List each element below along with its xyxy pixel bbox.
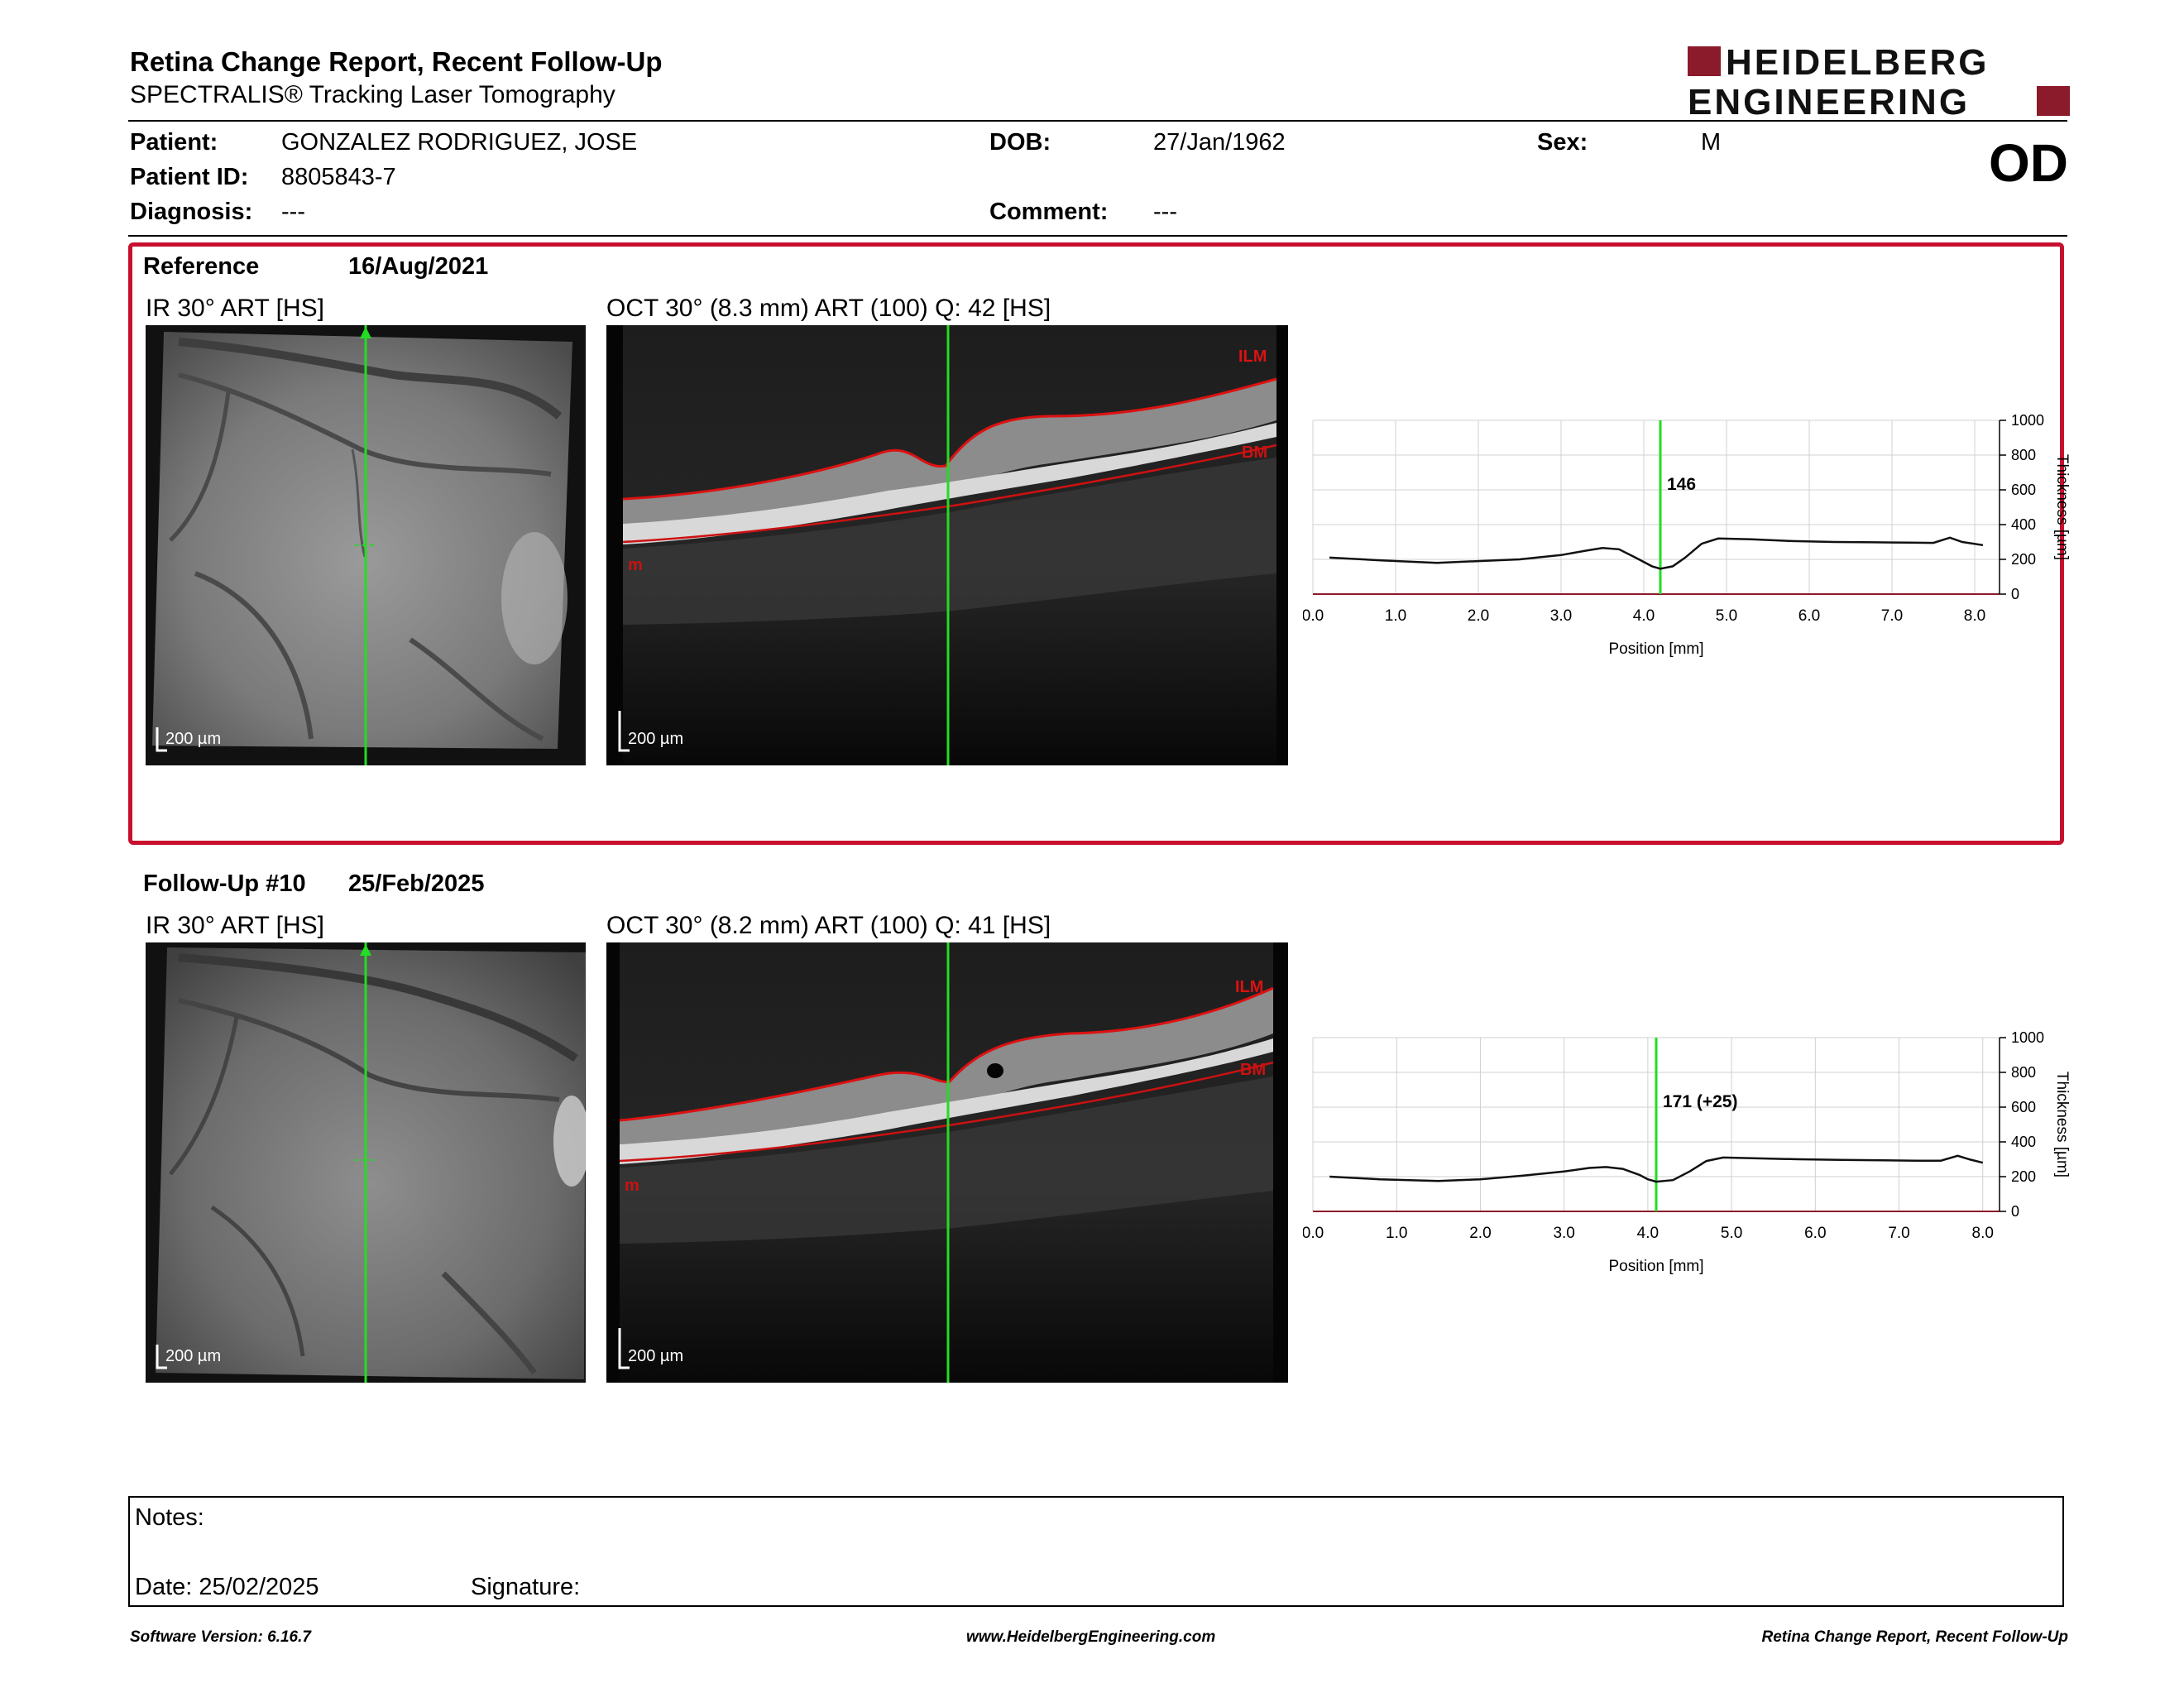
x-tick-label: 8.0 — [1964, 607, 1985, 625]
patient-id-label: Patient ID: — [130, 164, 249, 190]
y-tick-label: 400 — [2011, 1134, 2036, 1150]
x-tick-label: 1.0 — [1386, 1225, 1407, 1242]
x-tick-label: 5.0 — [1716, 607, 1737, 625]
followup-label: Follow-Up #10 — [143, 870, 306, 897]
x-tick-label: 4.0 — [1637, 1225, 1659, 1242]
y-axis-label: Thickness [µm] — [2053, 1072, 2071, 1177]
ilm-line — [619, 986, 1274, 1122]
signature-label: Signature: — [471, 1574, 581, 1600]
x-tick-label: 5.0 — [1721, 1225, 1742, 1242]
x-tick-label: 0.0 — [1303, 607, 1324, 625]
y-tick-label: 1000 — [2011, 1029, 2044, 1046]
ilm-line — [622, 377, 1277, 501]
bm-label: BM — [1242, 444, 1267, 462]
oct-scale-bar: 200 µm — [628, 730, 683, 748]
followup-oct-image[interactable]: ILM BM m 200 µm — [606, 942, 1288, 1383]
followup-thickness-chart: 0.0 1.0 2.0 3.0 4.0 5.0 6.0 7.0 8.0 0 200 400 600 800… — [1303, 1029, 2071, 1275]
dob-value: 27/Jan/1962 — [1153, 129, 1286, 156]
y-tick-label: 0 — [2011, 1203, 2019, 1220]
marker-value-label: 146 — [1667, 475, 1696, 494]
patient-name: GONZALEZ RODRIGUEZ, JOSE — [281, 129, 638, 156]
y-tick-label: 200 — [2011, 551, 2036, 568]
x-tick-label: 3.0 — [1550, 607, 1572, 625]
followup-date: 25/Feb/2025 — [348, 870, 485, 897]
x-tick-label: 2.0 — [1468, 607, 1489, 625]
reference-thickness-chart: 0.0 1.0 2.0 3.0 4.0 5.0 6.0 7.0 8.0 0 200 400 600 800… — [1303, 412, 2071, 658]
thickness-series-line — [1329, 1154, 1984, 1183]
comment-label: Comment: — [989, 199, 1109, 225]
reference-oct-caption: OCT 30° (8.3 mm) ART (100) Q: 42 [HS] — [606, 295, 1051, 322]
marker-value-label: 171 (+25) — [1663, 1092, 1737, 1111]
ir-scale-bar: 200 µm — [165, 730, 221, 748]
x-tick-label: 8.0 — [1972, 1225, 1994, 1242]
patient-id: 8805843-7 — [281, 164, 396, 190]
sex-value: M — [1701, 129, 1722, 156]
ilm-label: ILM — [1238, 348, 1267, 366]
report-title: Retina Change Report, Recent Follow-Up — [130, 46, 663, 77]
thickness-series-line — [1329, 536, 1984, 570]
reference-label: Reference — [143, 253, 260, 280]
comment-value: --- — [1153, 199, 1177, 225]
patient-label: Patient: — [130, 129, 218, 156]
bm-line — [622, 444, 1277, 544]
report-subtitle: SPECTRALIS® Tracking Laser Tomography — [130, 81, 615, 108]
header-rule — [128, 120, 2067, 122]
sex-label: Sex: — [1537, 129, 1588, 156]
logo-square-right — [2037, 86, 2070, 116]
footer-report-name: Retina Change Report, Recent Follow-Up — [1761, 1628, 2068, 1646]
ilm-label: ILM — [1235, 978, 1263, 996]
heidelberg-logo: HEIDELBERG ENGINEERING — [1688, 43, 2070, 119]
y-tick-label: 800 — [2011, 447, 2036, 463]
x-axis-label: Position [mm] — [1608, 640, 1703, 658]
y-tick-label: 400 — [2011, 516, 2036, 533]
reference-ir-caption: IR 30° ART [HS] — [146, 295, 324, 322]
y-tick-label: 200 — [2011, 1168, 2036, 1185]
logo-square-left — [1688, 46, 1721, 76]
footer-software-version: Software Version: 6.16.7 — [130, 1628, 311, 1646]
x-tick-label: 2.0 — [1469, 1225, 1491, 1242]
x-tick-label: 4.0 — [1633, 607, 1655, 625]
x-tick-label: 1.0 — [1385, 607, 1406, 625]
y-tick-label: 1000 — [2011, 412, 2044, 429]
logo-line1: HEIDELBERG — [1726, 43, 1989, 83]
followup-ir-caption: IR 30° ART [HS] — [146, 912, 324, 939]
bm-line — [619, 1061, 1274, 1163]
x-axis-label: Position [mm] — [1608, 1258, 1703, 1275]
notes-date: Date: 25/02/2025 — [135, 1574, 319, 1600]
diagnosis-label: Diagnosis: — [130, 199, 253, 225]
bm-label: BM — [1240, 1061, 1266, 1079]
followup-oct-caption: OCT 30° (8.2 mm) ART (100) Q: 41 [HS] — [606, 912, 1051, 939]
notes-label: Notes: — [135, 1504, 204, 1531]
ir-scale-bar: 200 µm — [165, 1347, 221, 1365]
x-tick-label: 7.0 — [1888, 1225, 1909, 1242]
x-tick-label: 6.0 — [1798, 607, 1820, 625]
reference-oct-image[interactable]: ILM BM m 200 µm — [606, 325, 1288, 765]
followup-ir-image[interactable]: 200 µm — [146, 942, 586, 1383]
footer-website[interactable]: www.HeidelbergEngineering.com — [966, 1628, 1216, 1646]
reference-frame — [128, 242, 2064, 845]
x-tick-label: 7.0 — [1881, 607, 1903, 625]
x-tick-label: 6.0 — [1804, 1225, 1826, 1242]
x-tick-label: 0.0 — [1303, 1225, 1324, 1242]
y-tick-label: 600 — [2011, 1099, 2036, 1115]
y-tick-label: 0 — [2011, 586, 2019, 602]
oct-scale-bar: 200 µm — [628, 1347, 683, 1365]
m-label: m — [628, 556, 643, 574]
dob-label: DOB: — [989, 129, 1051, 156]
eye-laterality: OD — [1989, 133, 2068, 193]
reference-date: 16/Aug/2021 — [348, 253, 489, 280]
y-tick-label: 800 — [2011, 1064, 2036, 1081]
logo-line2: ENGINEERING — [1688, 82, 1970, 119]
y-axis-label: Thickness [µm] — [2053, 454, 2071, 560]
diagnosis-value: --- — [281, 199, 305, 225]
m-label: m — [625, 1177, 639, 1195]
patient-rule — [128, 235, 2067, 237]
reference-ir-image[interactable]: 200 µm — [146, 325, 586, 765]
y-tick-label: 600 — [2011, 482, 2036, 498]
notes-box[interactable] — [128, 1496, 2064, 1607]
x-tick-label: 3.0 — [1553, 1225, 1574, 1242]
